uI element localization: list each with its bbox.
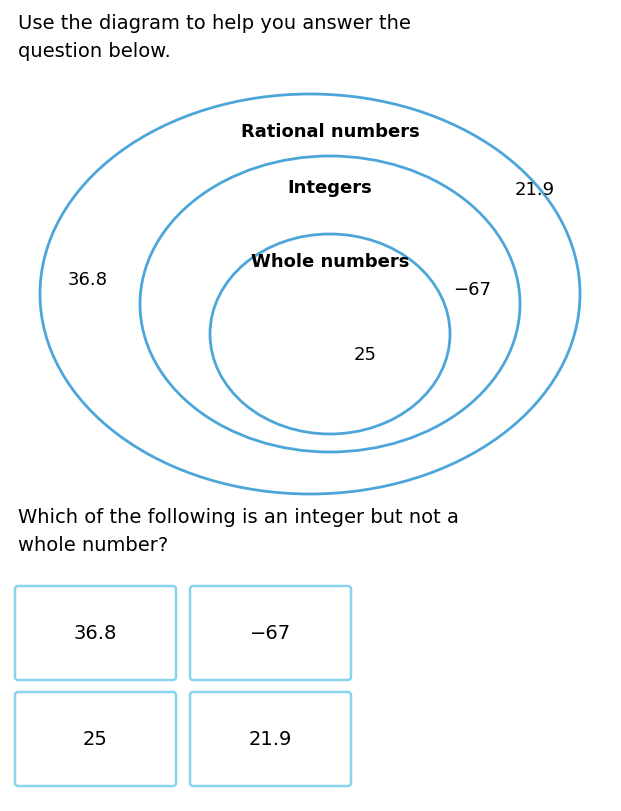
Text: −67: −67 xyxy=(453,281,491,298)
Text: Use the diagram to help you answer the
question below.: Use the diagram to help you answer the q… xyxy=(18,14,411,61)
Text: Whole numbers: Whole numbers xyxy=(251,253,409,271)
FancyBboxPatch shape xyxy=(190,586,351,680)
Text: Integers: Integers xyxy=(288,178,373,197)
Text: 21.9: 21.9 xyxy=(515,181,555,199)
Text: 36.8: 36.8 xyxy=(74,624,117,642)
FancyBboxPatch shape xyxy=(190,692,351,786)
FancyBboxPatch shape xyxy=(15,692,176,786)
Text: −67: −67 xyxy=(250,624,291,642)
Text: 25: 25 xyxy=(353,345,376,363)
Text: Which of the following is an integer but not a
whole number?: Which of the following is an integer but… xyxy=(18,508,459,554)
Text: 25: 25 xyxy=(83,730,108,749)
FancyBboxPatch shape xyxy=(15,586,176,680)
Text: Rational numbers: Rational numbers xyxy=(240,122,419,141)
Text: 21.9: 21.9 xyxy=(249,730,292,749)
Text: 36.8: 36.8 xyxy=(68,271,108,289)
